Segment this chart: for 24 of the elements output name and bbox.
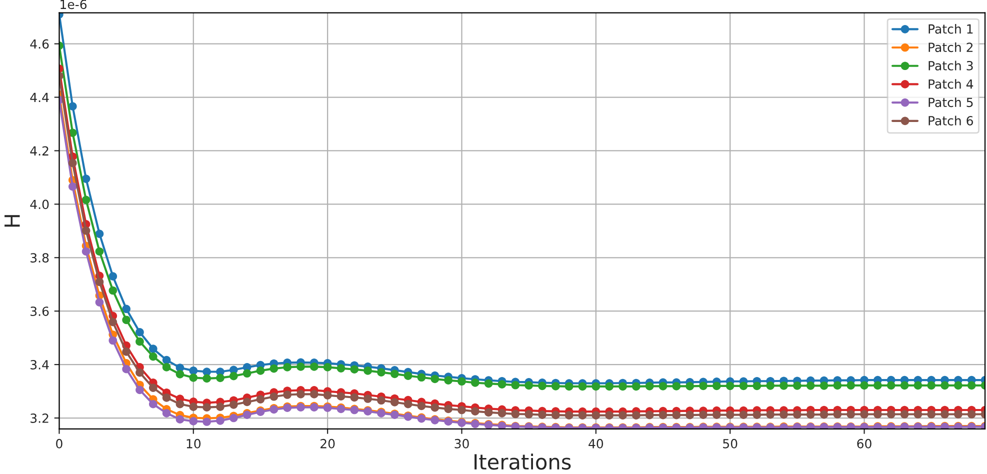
y-tick-label: 3.8 [30,253,49,263]
legend-label: Patch 2 [928,42,973,52]
legend-label: Patch 5 [928,97,973,108]
legend-label: Patch 4 [928,79,974,89]
y-tick-label: 3.4 [30,360,49,370]
y-axis-title: H [4,215,20,227]
y-tick-label: 4.6 [30,39,49,49]
x-tick-label: 50 [723,438,738,448]
y-tick-label: 3.6 [30,306,49,316]
y-tick-label: 4.0 [30,200,49,210]
x-tick-label: 10 [186,438,201,448]
x-axis-title: Iterations [474,454,571,470]
legend-label: Patch 1 [928,24,973,34]
y-tick-label: 4.4 [30,92,49,102]
legend-label: Patch 3 [928,60,973,70]
x-tick-label: 30 [454,438,469,448]
x-tick-label: 20 [320,438,335,448]
y-tick-label: 3.2 [30,413,48,423]
y-tick-label: 4.2 [30,146,48,156]
x-tick-label: 0 [56,438,62,448]
legend-label: Patch 6 [928,116,973,126]
x-tick-label: 60 [857,438,872,448]
x-tick-label: 40 [588,438,604,448]
text: 1e-6 [60,0,87,10]
